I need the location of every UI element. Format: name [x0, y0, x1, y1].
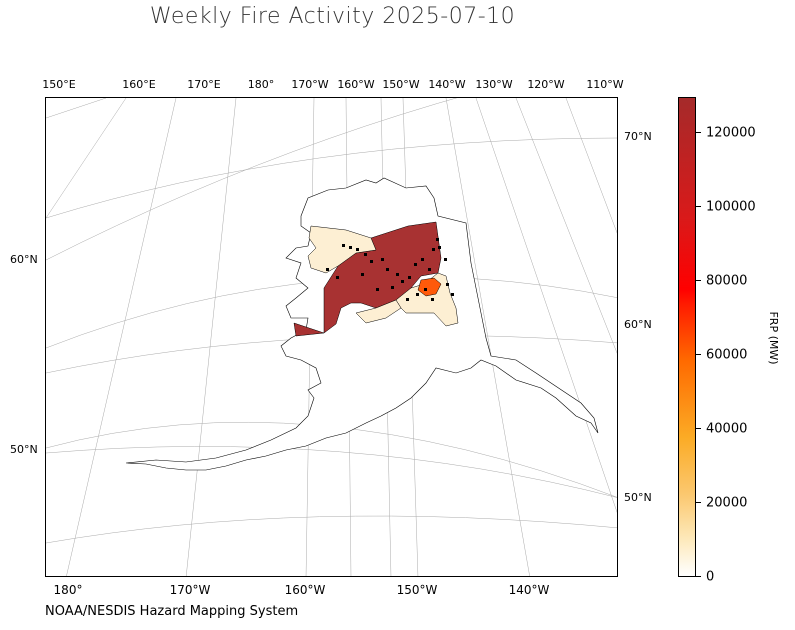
- lon-label-top: 110°W: [586, 78, 624, 91]
- lon-label-top: 150°E: [42, 78, 76, 91]
- colorbar-tick: [696, 132, 701, 133]
- colorbar-tick: [696, 280, 701, 281]
- lon-label-top: 170°W: [291, 78, 329, 91]
- lat-label-left: 60°N: [10, 253, 38, 266]
- colorbar-tick-label: 120000: [706, 125, 756, 141]
- alaska-outline: [125, 177, 599, 471]
- fire-region-high: [293, 221, 442, 337]
- colorbar-tick-label: 40000: [706, 421, 748, 437]
- fire-region-low: [355, 299, 402, 324]
- colorbar: [678, 97, 696, 577]
- source-credit: NOAA/NESDIS Hazard Mapping System: [45, 604, 299, 619]
- alaska-map: [46, 98, 617, 576]
- colorbar-tick: [696, 206, 701, 207]
- lon-label-bottom: 140°W: [508, 583, 550, 597]
- colorbar-tick: [696, 428, 701, 429]
- colorbar-tick-label: 80000: [706, 273, 748, 289]
- colorbar-tick: [696, 576, 701, 577]
- colorbar-tick: [696, 502, 701, 503]
- lon-label-bottom: 180°: [53, 583, 83, 597]
- map-title: Weekly Fire Activity 2025-07-10: [149, 4, 516, 29]
- fire-detections: [326, 238, 454, 301]
- lon-label-top: 160°W: [337, 78, 375, 91]
- fire-region-low: [307, 225, 377, 274]
- lat-label-right: 50°N: [624, 491, 652, 504]
- lon-label-bottom: 150°W: [396, 583, 438, 597]
- lat-label-right: 60°N: [624, 318, 652, 331]
- lat-label-right: 70°N: [624, 130, 652, 143]
- fire-region-hotspot: [417, 277, 442, 297]
- lon-label-top: 170°E: [187, 78, 221, 91]
- colorbar-tick-label: 20000: [706, 495, 748, 511]
- colorbar-title: FRP (MW): [767, 311, 780, 365]
- lon-label-top: 120°W: [527, 78, 565, 91]
- lon-label-top: 140°W: [428, 78, 466, 91]
- colorbar-tick: [696, 354, 701, 355]
- colorbar-tick-label: 100000: [706, 199, 756, 215]
- map-panel[interactable]: [45, 97, 618, 577]
- lon-label-top: 180°: [247, 78, 275, 91]
- lon-label-top: 130°W: [475, 78, 513, 91]
- lon-label-bottom: 170°W: [169, 583, 211, 597]
- colorbar-tick-label: 60000: [706, 347, 748, 363]
- lon-label-bottom: 160°W: [284, 583, 326, 597]
- colorbar-tick-label: 0: [706, 569, 715, 585]
- lon-label-top: 150°W: [382, 78, 420, 91]
- lat-label-left: 50°N: [10, 443, 38, 456]
- lon-label-top: 160°E: [122, 78, 156, 91]
